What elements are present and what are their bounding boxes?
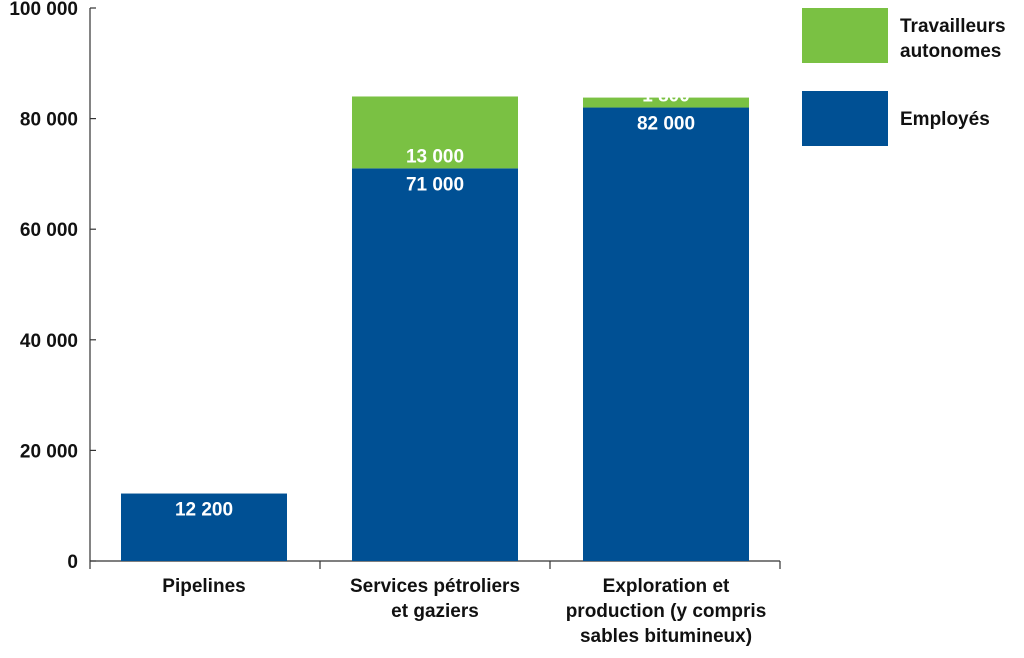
bar-segment bbox=[583, 97, 749, 108]
category-label: Pipelines bbox=[162, 576, 245, 597]
data-label: 12 200 bbox=[175, 500, 233, 521]
data-label: 1 800 bbox=[642, 86, 690, 107]
legend-label: Employés bbox=[900, 109, 990, 130]
legend-label-line: Travailleurs bbox=[900, 16, 1006, 37]
legend-swatch bbox=[802, 8, 888, 63]
bars bbox=[121, 96, 749, 561]
legend-label: Travailleurs autonomes bbox=[900, 16, 1006, 62]
axes: 0 20 000 40 000 60 000 80 000 100 000 bbox=[9, 0, 781, 573]
y-tick-label: 0 bbox=[67, 552, 78, 573]
category-label-line: production (y compris bbox=[566, 601, 767, 622]
y-tick-label: 40 000 bbox=[20, 331, 78, 352]
data-label: 71 000 bbox=[406, 174, 464, 195]
bar-segment bbox=[352, 96, 518, 169]
legend: Travailleurs autonomes Employés bbox=[802, 8, 1006, 146]
y-tick-label: 60 000 bbox=[20, 220, 78, 241]
y-tick-label: 20 000 bbox=[20, 441, 78, 462]
bar-segment bbox=[352, 168, 518, 561]
legend-label-line: autonomes bbox=[900, 41, 1001, 62]
category-label-line: Pipelines bbox=[162, 576, 245, 597]
value-labels: 12 200 71 000 13 000 82 000 1 800 bbox=[175, 86, 695, 521]
category-label: Services pétroliers et gaziers bbox=[350, 576, 520, 622]
category-label-line: sables bitumineux) bbox=[580, 626, 752, 647]
bar-segment bbox=[583, 107, 749, 561]
legend-swatch bbox=[802, 91, 888, 146]
data-label: 13 000 bbox=[406, 146, 464, 167]
category-label-line: Exploration et bbox=[603, 576, 730, 597]
data-label: 82 000 bbox=[637, 114, 695, 135]
legend-label-line: Employés bbox=[900, 109, 990, 130]
category-label-line: et gaziers bbox=[391, 601, 479, 622]
category-labels: Pipelines Services pétroliers et gaziers Ex… bbox=[162, 576, 766, 647]
category-label: Exploration et production (y compris sable… bbox=[566, 576, 767, 647]
bar-segment bbox=[121, 493, 287, 561]
y-tick-label: 100 000 bbox=[9, 0, 78, 20]
y-tick-label: 80 000 bbox=[20, 110, 78, 131]
category-label-line: Services pétroliers bbox=[350, 576, 520, 597]
